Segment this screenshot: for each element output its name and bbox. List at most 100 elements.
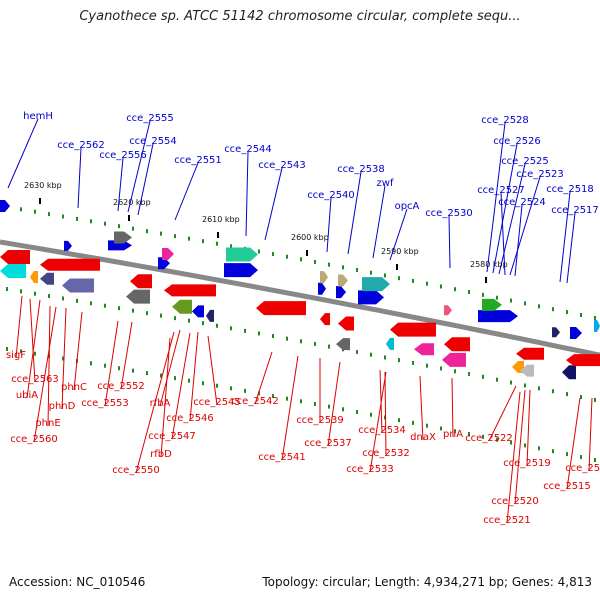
gene-label[interactable]: cce_2515 bbox=[543, 481, 591, 492]
plus-strand-gene[interactable] bbox=[336, 286, 346, 299]
gene-label[interactable]: cce_2554 bbox=[129, 136, 177, 147]
minus-strand-gene[interactable] bbox=[516, 347, 544, 360]
plus-strand-gene[interactable] bbox=[444, 305, 452, 316]
plus-strand-gene[interactable] bbox=[358, 290, 384, 305]
minus-strand-gene[interactable] bbox=[172, 299, 192, 314]
gene-label[interactable]: cce_2517 bbox=[551, 205, 599, 216]
plus-strand-gene[interactable] bbox=[158, 257, 170, 270]
plus-strand-gene[interactable] bbox=[570, 326, 582, 339]
gene-label-leader bbox=[514, 204, 523, 277]
gene-label[interactable]: cce_2524 bbox=[498, 197, 546, 208]
gene-label[interactable]: cce_2547 bbox=[148, 431, 196, 442]
gene-label-leader bbox=[488, 385, 517, 442]
minus-strand-gene[interactable] bbox=[40, 272, 54, 285]
gene-label[interactable]: cce_2528 bbox=[481, 115, 529, 126]
gene-label[interactable]: cce_2523 bbox=[516, 169, 564, 180]
gene-label[interactable]: cce_2518 bbox=[546, 184, 594, 195]
gene-label[interactable]: cce_2540 bbox=[307, 190, 355, 201]
gene-label[interactable]: cce_2521 bbox=[483, 515, 531, 526]
plus-strand-gene[interactable] bbox=[478, 310, 518, 323]
plus-strand-gene[interactable] bbox=[162, 247, 174, 260]
plus-strand-gene[interactable] bbox=[320, 271, 328, 284]
gene-label[interactable]: cce_2553 bbox=[81, 398, 129, 409]
plus-strand-gene[interactable] bbox=[482, 298, 502, 311]
inner-tick-track bbox=[328, 344, 330, 349]
gene-label[interactable]: cce_2538 bbox=[337, 164, 385, 175]
minus-strand-gene[interactable] bbox=[320, 313, 330, 326]
inner-tick-track bbox=[160, 373, 162, 378]
gene-label[interactable]: rfbA bbox=[150, 398, 171, 409]
minus-strand-gene[interactable] bbox=[40, 258, 100, 271]
minus-strand-gene[interactable] bbox=[442, 352, 466, 367]
minus-strand-gene[interactable] bbox=[62, 278, 94, 293]
gene-label[interactable]: cce_2539 bbox=[296, 415, 344, 426]
minus-strand-gene[interactable] bbox=[562, 365, 576, 380]
minus-strand-gene[interactable] bbox=[336, 338, 350, 351]
gene-label[interactable]: cce_2546 bbox=[166, 413, 214, 424]
gene-label[interactable]: cce_2550 bbox=[112, 465, 160, 476]
plus-strand-gene[interactable] bbox=[226, 247, 258, 262]
gene-label[interactable]: cce_2520 bbox=[491, 496, 539, 507]
minus-strand-gene[interactable] bbox=[414, 343, 434, 356]
plus-strand-gene[interactable] bbox=[0, 200, 10, 212]
gene-label[interactable]: cce_2526 bbox=[493, 136, 541, 147]
gene-label[interactable]: cce_2543 bbox=[258, 160, 306, 171]
minus-strand-gene[interactable] bbox=[164, 284, 216, 297]
gene-label[interactable]: hemH bbox=[23, 111, 53, 122]
gene-label[interactable]: cce_2525 bbox=[501, 156, 549, 167]
plus-strand-gene[interactable] bbox=[552, 327, 560, 338]
plus-strand-gene[interactable] bbox=[594, 319, 600, 332]
gene-label[interactable]: cce_2542 bbox=[231, 396, 279, 407]
plus-strand-gene[interactable] bbox=[114, 231, 132, 244]
plus-strand-gene[interactable] bbox=[64, 240, 72, 251]
minus-strand-gene[interactable] bbox=[444, 337, 470, 352]
gene-label[interactable]: cce_2530 bbox=[425, 208, 473, 219]
gene-label[interactable]: cce_2563 bbox=[11, 374, 59, 385]
gene-label[interactable]: cce_2519 bbox=[503, 458, 551, 469]
minus-strand-gene[interactable] bbox=[256, 301, 306, 316]
gene-label[interactable]: cce_2560 bbox=[10, 434, 58, 445]
gene-label[interactable]: dnaX bbox=[410, 432, 436, 443]
gene-label[interactable]: cce_2533 bbox=[346, 464, 394, 475]
gene-label[interactable]: cce_2552 bbox=[97, 381, 145, 392]
plus-strand-gene[interactable] bbox=[338, 274, 348, 287]
gene-label[interactable]: phnC bbox=[61, 382, 87, 393]
gene-label[interactable]: cce_2551 bbox=[174, 155, 222, 166]
gene-label[interactable]: cce_2537 bbox=[304, 438, 352, 449]
plus-strand-gene[interactable] bbox=[224, 263, 258, 278]
minus-strand-gene[interactable] bbox=[0, 264, 26, 278]
gene-label[interactable]: rfbD bbox=[150, 449, 172, 460]
minus-strand-gene[interactable] bbox=[520, 364, 534, 377]
gene-label[interactable]: ubiA bbox=[16, 390, 38, 401]
plus-strand-gene[interactable] bbox=[318, 282, 326, 295]
gene-label[interactable]: opcA bbox=[395, 201, 420, 212]
minus-strand-gene[interactable] bbox=[30, 271, 38, 284]
minus-strand-gene[interactable] bbox=[338, 316, 354, 331]
minus-strand-gene[interactable] bbox=[390, 322, 436, 337]
gene-label[interactable]: phnE bbox=[35, 418, 60, 429]
gene-label[interactable]: zwf bbox=[377, 178, 394, 189]
gene-label[interactable]: cce_2532 bbox=[362, 448, 410, 459]
gene-label[interactable]: sigF bbox=[6, 350, 26, 361]
gene-label[interactable]: cce_2562 bbox=[57, 140, 105, 151]
gene-label[interactable]: cce_2545 bbox=[193, 397, 241, 408]
outer-tick-track bbox=[48, 212, 50, 217]
gene-label[interactable]: cce_2541 bbox=[258, 452, 306, 463]
gene-label[interactable]: cce_2544 bbox=[224, 144, 272, 155]
plus-strand-gene[interactable] bbox=[362, 277, 390, 292]
gene-label[interactable]: cce_2556 bbox=[99, 150, 147, 161]
minus-strand-gene[interactable] bbox=[130, 274, 152, 289]
gene-label[interactable]: cce_2513 bbox=[565, 463, 600, 474]
minus-strand-gene[interactable] bbox=[126, 289, 150, 304]
gene-label[interactable]: cce_2527 bbox=[477, 185, 525, 196]
minus-strand-gene[interactable] bbox=[566, 354, 600, 367]
gene-label[interactable]: cce_2534 bbox=[358, 425, 406, 436]
gene-label[interactable]: phnD bbox=[49, 401, 76, 412]
gene-label[interactable]: cce_2555 bbox=[126, 113, 174, 124]
minus-strand-gene[interactable] bbox=[386, 337, 394, 350]
minus-strand-gene[interactable] bbox=[0, 250, 30, 264]
gene-label[interactable]: cce_2522 bbox=[465, 433, 513, 444]
minus-strand-gene[interactable] bbox=[192, 305, 204, 318]
gene-label[interactable]: priA bbox=[443, 429, 463, 440]
minus-strand-gene[interactable] bbox=[206, 309, 214, 322]
